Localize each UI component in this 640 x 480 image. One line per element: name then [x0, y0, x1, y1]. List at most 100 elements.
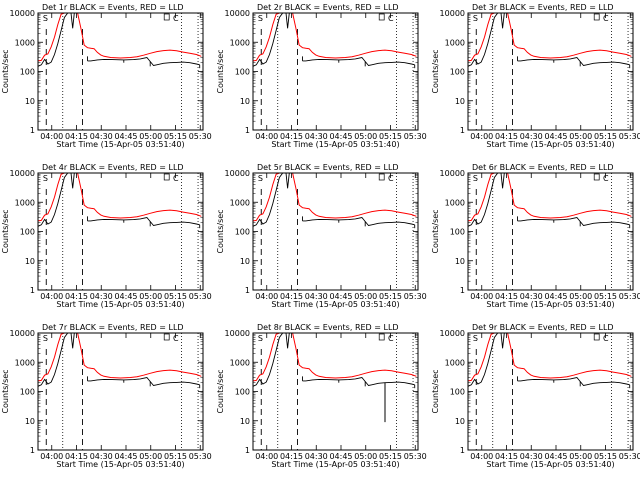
annotation-box — [378, 173, 385, 181]
panel-det-2: Det 2r BLACK = Events, RED = LLD Counts/s… — [216, 3, 427, 149]
annotation-label: C — [388, 174, 394, 183]
annotation-label: S — [473, 14, 478, 23]
events-line-rise — [468, 333, 499, 387]
lld-line-rise — [38, 13, 65, 62]
x-tick-label: 05:15 — [164, 292, 187, 301]
y-tick-label: 10000 — [225, 329, 250, 338]
x-tick-label: 05:30 — [619, 132, 640, 141]
plot-frame — [37, 12, 204, 131]
x-axis-label: Start Time (15-Apr-05 03:51:40) — [56, 140, 184, 149]
lld-line-rise — [38, 173, 65, 222]
x-tick-label: 04:30 — [90, 132, 113, 141]
annotation-box — [378, 13, 385, 21]
y-tick-label: 1000 — [230, 358, 250, 367]
events-line-rise — [38, 13, 69, 67]
y-tick-label: 10 — [25, 417, 35, 426]
y-tick-label: 10 — [455, 257, 465, 266]
x-tick-label: 04:30 — [305, 452, 328, 461]
events-line-orbit — [87, 57, 200, 66]
series-lld — [468, 333, 632, 382]
y-tick-label: 100 — [20, 68, 35, 77]
x-tick-label: 04:45 — [544, 452, 567, 461]
x-tick-label: 04:15 — [280, 452, 303, 461]
x-tick-label: 04:15 — [495, 292, 518, 301]
annotation-label: C — [173, 14, 179, 23]
y-axis-label: Counts/sec — [216, 209, 225, 253]
panel-det-3: Det 3r BLACK = Events, RED = LLD Counts/s… — [431, 3, 640, 149]
y-tick-label: 100 — [235, 388, 250, 397]
x-tick-label: 04:15 — [280, 132, 303, 141]
annotation-box — [593, 333, 600, 341]
y-tick-label: 10000 — [440, 329, 465, 338]
lld-line-rise — [253, 173, 280, 222]
annotation-label: S — [43, 334, 48, 343]
x-tick-label: 04:00 — [470, 292, 493, 301]
x-tick-label: 04:00 — [470, 452, 493, 461]
series-events — [38, 13, 201, 69]
x-axis-label: Start Time (15-Apr-05 03:51:40) — [56, 300, 184, 309]
events-line-spike — [499, 13, 505, 29]
lld-line-decay — [507, 333, 632, 379]
panel-det-1: Det 1r BLACK = Events, RED = LLD Counts/s… — [1, 3, 212, 149]
annotation-box — [378, 333, 385, 341]
y-tick-label: 100 — [235, 68, 250, 77]
panel-title: Det 1r BLACK = Events, RED = LLD — [42, 3, 184, 12]
series-events — [468, 333, 631, 389]
lld-line-rise — [468, 13, 495, 62]
x-tick-label: 04:00 — [40, 132, 63, 141]
panel-det-7: Det 7r BLACK = Events, RED = LLD Counts/s… — [1, 323, 212, 469]
y-axis-label: Counts/sec — [431, 49, 440, 93]
x-tick-label: 05:00 — [354, 452, 377, 461]
series-lld — [468, 13, 632, 62]
annotation-box — [163, 333, 170, 341]
series-lld — [468, 173, 632, 222]
x-tick-label: 04:45 — [329, 452, 352, 461]
events-line-spike — [499, 173, 505, 189]
lld-line-decay — [292, 173, 417, 219]
x-tick-label: 05:15 — [594, 132, 617, 141]
events-line-rise — [468, 173, 499, 227]
annotation-box — [593, 173, 600, 181]
x-tick-label: 05:15 — [379, 292, 402, 301]
series-lld — [38, 13, 202, 62]
lld-line-decay — [507, 13, 632, 59]
x-tick-label: 05:30 — [404, 452, 427, 461]
events-line-spike — [284, 173, 290, 189]
x-tick-label: 04:30 — [520, 292, 543, 301]
series-lld — [253, 173, 417, 222]
events-line-spike — [69, 173, 75, 189]
x-tick-label: 05:15 — [594, 292, 617, 301]
x-axis-label: Start Time (15-Apr-05 03:51:40) — [486, 460, 614, 469]
x-tick-label: 04:30 — [90, 292, 113, 301]
annotation-label: S — [258, 334, 263, 343]
x-tick-label: 05:15 — [164, 452, 187, 461]
annotation-box — [163, 13, 170, 21]
lld-line-decay — [507, 173, 632, 219]
events-line-rise — [253, 13, 284, 67]
y-tick-label: 100 — [20, 388, 35, 397]
y-tick-label: 1000 — [445, 198, 465, 207]
annotation-box — [163, 173, 170, 181]
y-tick-label: 1 — [460, 126, 465, 135]
annotation-label: C — [388, 14, 394, 23]
panel-det-6: Det 6r BLACK = Events, RED = LLD Counts/s… — [431, 163, 640, 309]
y-tick-label: 1000 — [15, 198, 35, 207]
y-tick-label: 1000 — [230, 38, 250, 47]
annotation-box — [593, 13, 600, 21]
x-tick-label: 05:00 — [354, 292, 377, 301]
plot-frame — [37, 332, 204, 451]
plot-frame — [467, 332, 634, 451]
y-tick-label: 10 — [240, 257, 250, 266]
y-tick-label: 10000 — [10, 329, 35, 338]
x-axis-label: Start Time (15-Apr-05 03:51:40) — [56, 460, 184, 469]
y-tick-label: 1000 — [15, 38, 35, 47]
series-events — [253, 13, 416, 69]
panel-title: Det 9r BLACK = Events, RED = LLD — [472, 323, 614, 332]
y-tick-label: 100 — [450, 228, 465, 237]
x-tick-label: 05:00 — [139, 452, 162, 461]
events-line-spike — [284, 333, 290, 349]
plot-frame — [37, 172, 204, 291]
x-axis-label: Start Time (15-Apr-05 03:51:40) — [271, 140, 399, 149]
annotation-label: C — [603, 14, 609, 23]
